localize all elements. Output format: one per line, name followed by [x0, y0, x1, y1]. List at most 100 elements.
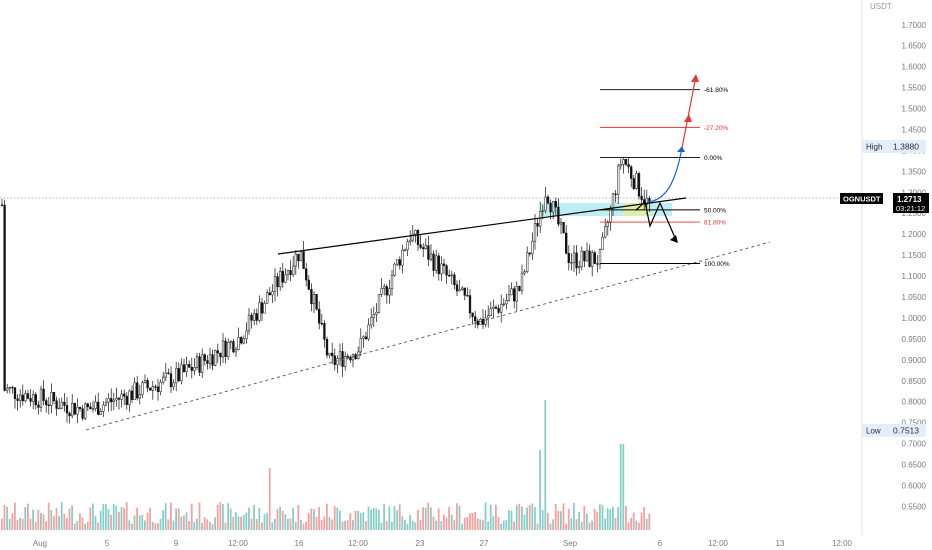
volume-bar [110, 514, 112, 530]
volume-bar [523, 514, 526, 530]
candle-down [190, 366, 193, 371]
time-axis[interactable]: Aug 5 9 12:00 16 12:00 23 27 Sep 6 12:00 13 12:00 [33, 539, 853, 548]
volume-bar [219, 502, 222, 530]
candle-up [266, 292, 269, 304]
candle-up [19, 394, 22, 401]
price-axis[interactable]: 1.70001.65001.60001.55001.50001.45001.40… [902, 21, 927, 512]
volume-bar [92, 503, 94, 530]
volume-bar [42, 514, 45, 530]
candle-down [583, 250, 586, 262]
candle-down [211, 354, 214, 366]
candle-up [271, 291, 274, 296]
price-tick: 1.1500 [902, 251, 927, 260]
volume-bar [227, 503, 229, 530]
candle-down [442, 263, 446, 266]
candle-up [229, 341, 232, 343]
fibonacci-retracement[interactable]: -61.80% -27.20% 0.00% 50.00% 61.80% 100.00% [600, 87, 730, 268]
price-tick: 0.8000 [902, 398, 927, 407]
volume-bar [609, 509, 612, 530]
volume-bar [276, 508, 279, 530]
volume-bar [448, 506, 450, 530]
symbol-label: OGNUSDT [843, 195, 881, 204]
volume-bar [1, 518, 3, 530]
volume-bar [630, 517, 632, 530]
volume-bar [50, 509, 53, 530]
volume-bar [565, 523, 567, 530]
volume-bar [406, 523, 409, 530]
candle-up [286, 270, 290, 276]
candle-down [565, 232, 568, 254]
volume-bar [63, 513, 66, 530]
candle-up [604, 226, 607, 238]
candle-up [133, 382, 136, 400]
candle-up [141, 382, 144, 395]
candle-up [164, 372, 167, 378]
volume-bar [604, 518, 606, 530]
candle-up [580, 250, 583, 267]
candle-up [559, 222, 563, 225]
bearish-projection [635, 200, 677, 241]
candle-up [195, 356, 199, 368]
candle-up [606, 222, 609, 227]
volume-bar [534, 507, 536, 530]
candle-down [268, 292, 271, 296]
candle-countdown: 03:21:12 [896, 204, 925, 213]
volume-bar [344, 520, 346, 530]
volume-bar [489, 504, 492, 530]
candle-down [536, 223, 539, 227]
volume-bar [443, 514, 445, 530]
volume-bar [445, 517, 448, 530]
candle-down [346, 355, 349, 358]
volume-bar [541, 510, 544, 530]
candle-down [110, 398, 113, 403]
volume-bar [281, 511, 284, 530]
candle-up [523, 271, 526, 274]
volume-bar [640, 512, 643, 530]
candle-up [193, 367, 196, 371]
time-tick: 12:00 [708, 539, 729, 548]
candle-down [146, 380, 149, 389]
volume-bar [362, 512, 365, 530]
candle-down [497, 308, 500, 313]
last-price-value: 1.2713 [897, 195, 922, 204]
candle-down [156, 386, 160, 392]
candle-up [284, 274, 287, 283]
candle-up [484, 317, 487, 325]
time-tick: 23 [416, 539, 425, 548]
volume-bar [99, 510, 102, 530]
candle-up [458, 289, 461, 292]
volume-bar [297, 504, 300, 530]
candle-up [208, 354, 212, 364]
volume-bar [224, 522, 227, 530]
candle-up [533, 223, 537, 242]
volume-bar [164, 503, 167, 530]
volume-bar [47, 502, 50, 530]
volume-bar [66, 518, 68, 530]
resistance-trendline[interactable] [277, 197, 687, 255]
volume-bar [367, 506, 370, 530]
price-tick: 1.3500 [902, 167, 927, 176]
volume-bar [401, 516, 404, 530]
volume-bar [268, 468, 271, 530]
candle-up [539, 211, 542, 227]
support-trendline[interactable] [85, 241, 771, 431]
volume-bar [242, 514, 245, 530]
candle-up [611, 193, 615, 209]
time-tick: 13 [776, 539, 785, 548]
candle-down [323, 323, 326, 340]
volume-bar [27, 503, 29, 530]
volume-bar [32, 509, 34, 530]
candle-up [351, 354, 355, 361]
volume-bar [378, 509, 380, 530]
volume-bar [419, 519, 422, 530]
volume-bar [154, 523, 157, 530]
candle-up [440, 263, 443, 275]
candle-down [318, 308, 321, 324]
volume-bar [14, 502, 16, 530]
volume-bar [115, 505, 118, 530]
candle-down [307, 279, 310, 290]
price-tick: 0.7000 [902, 440, 927, 449]
candle-down [448, 275, 451, 277]
candle-down [546, 196, 550, 204]
